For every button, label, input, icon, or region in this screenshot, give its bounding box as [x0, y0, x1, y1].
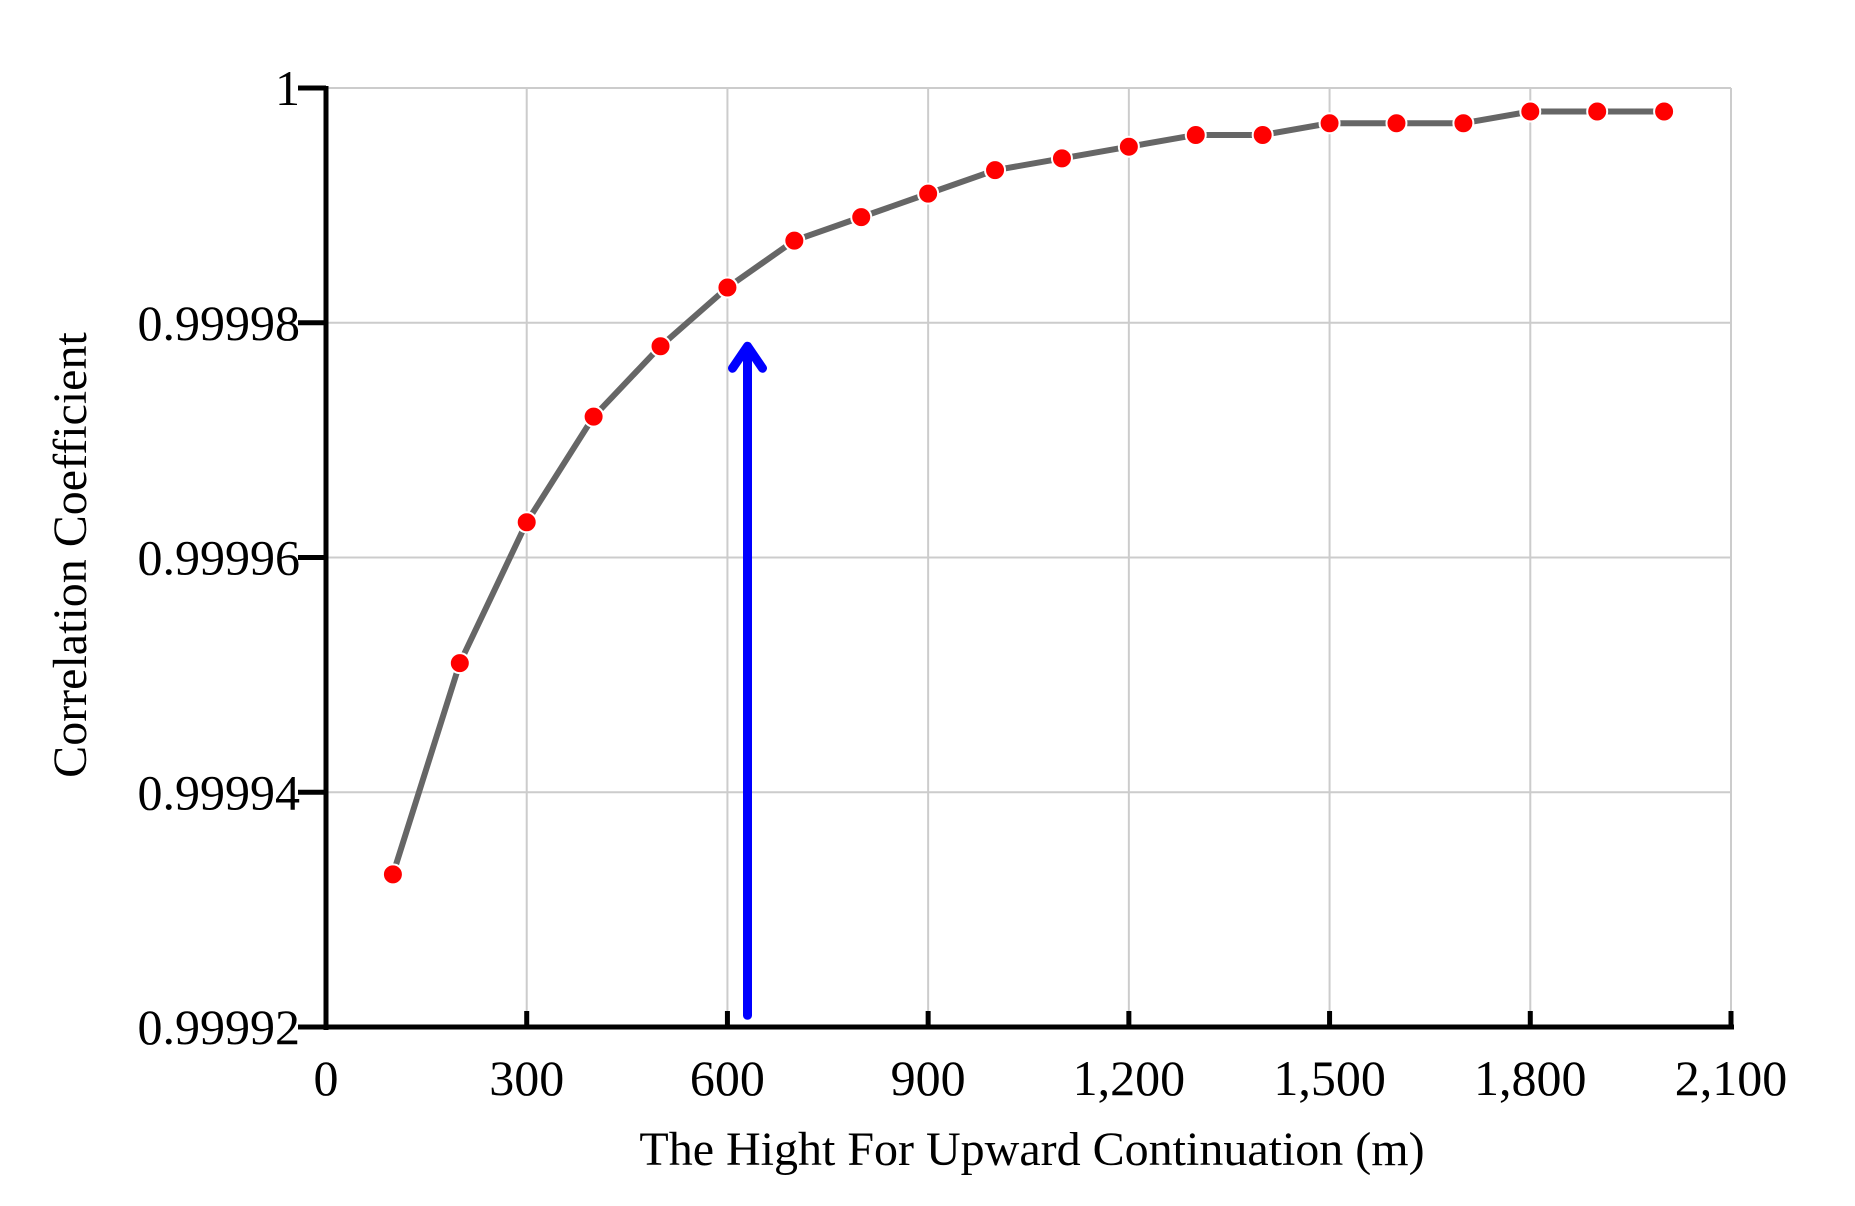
- data-point: [850, 206, 873, 229]
- data-point: [649, 335, 672, 358]
- y-tick-label: 0.99994: [138, 764, 301, 820]
- data-point: [716, 276, 739, 299]
- x-tick-label: 1,200: [1073, 1050, 1186, 1106]
- y-axis-title: Correlation Coefficient: [44, 332, 97, 778]
- x-tick-label: 900: [891, 1050, 966, 1106]
- data-point: [1050, 147, 1073, 170]
- y-tick-label: 0.99996: [138, 530, 301, 586]
- data-point: [515, 511, 538, 534]
- data-point: [1519, 100, 1542, 123]
- data-point: [1586, 100, 1609, 123]
- series-line: [390, 108, 1665, 876]
- data-point: [1452, 112, 1475, 135]
- axes: [298, 85, 1734, 1030]
- data-point: [783, 229, 806, 252]
- x-axis-title: The Hight For Upward Continuation (m): [639, 1123, 1424, 1176]
- x-tick-label: 1,500: [1273, 1050, 1386, 1106]
- y-tick-label: 0.99998: [138, 295, 301, 351]
- grid: [326, 87, 1732, 1027]
- data-point: [984, 159, 1007, 182]
- y-tick-label: 1: [275, 60, 300, 116]
- data-point: [381, 863, 404, 886]
- data-point: [1653, 100, 1676, 123]
- data-point: [448, 652, 471, 675]
- data-point: [1117, 135, 1140, 158]
- x-tick-label: 0: [314, 1050, 339, 1106]
- data-point: [1318, 112, 1341, 135]
- data-point: [917, 182, 940, 205]
- data-point: [1251, 123, 1274, 146]
- x-tick-label: 600: [690, 1050, 765, 1106]
- x-tick-label: 300: [489, 1050, 564, 1106]
- data-point: [1385, 112, 1408, 135]
- arrow-head: [728, 341, 767, 373]
- data-point: [1184, 123, 1207, 146]
- y-tick-label: 0.99992: [138, 999, 301, 1055]
- data-point: [582, 405, 605, 428]
- annotation-layer: [728, 341, 767, 1020]
- x-tick-label: 1,800: [1474, 1050, 1587, 1106]
- series-layer: [381, 100, 1676, 886]
- tick-labels: 0 300 600 900 1,200 1,500 1,800 2,100 0.99992 0.9…: [138, 60, 1788, 1106]
- x-tick-label: 2,100: [1675, 1050, 1788, 1106]
